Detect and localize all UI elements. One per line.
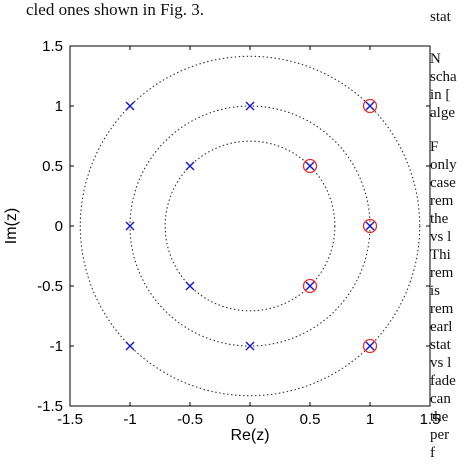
y-axis-label: Im(z) xyxy=(3,208,20,244)
x-tick-label: -1 xyxy=(123,411,136,428)
reference-circle xyxy=(129,105,371,347)
right-column-line: N xyxy=(430,51,441,67)
x-axis-label: Re(z) xyxy=(230,427,269,444)
reference-circle xyxy=(79,55,421,397)
cross-marker xyxy=(185,281,195,291)
y-tick-label: -0.5 xyxy=(37,278,63,295)
right-column-line: earl xyxy=(430,319,453,335)
cross-marker xyxy=(185,161,195,171)
circle-marker xyxy=(302,158,318,174)
axes xyxy=(69,45,431,407)
cross-marker xyxy=(125,101,135,111)
x-tick-label: 0 xyxy=(246,411,254,428)
right-column-line: is xyxy=(430,283,441,299)
right-column-line: rem xyxy=(430,193,454,209)
x-tick-label: -0.5 xyxy=(177,411,203,428)
cross-marker xyxy=(365,101,375,111)
y-tick-label: -1 xyxy=(50,338,63,355)
y-tick-label: -1.5 xyxy=(37,398,63,415)
cross-marker xyxy=(245,341,255,351)
cross-marker xyxy=(305,161,315,171)
right-column-line: Thi xyxy=(430,247,451,263)
y-tick-label: 0 xyxy=(55,218,63,235)
cross-marker xyxy=(365,341,375,351)
cross-marker xyxy=(305,281,315,291)
x-tick-label: -1.5 xyxy=(57,411,83,428)
right-column-line: in [ xyxy=(430,87,451,103)
right-column-line: only xyxy=(430,157,457,173)
y-tick-label: 1.5 xyxy=(42,38,63,55)
right-column-line: F xyxy=(430,139,439,155)
right-column-line: f xyxy=(430,445,435,461)
caption-fragment: cled ones shown in Fig. 3. xyxy=(26,0,205,19)
right-column-line: vs l xyxy=(430,355,452,371)
right-column-line: rem xyxy=(430,265,454,281)
points xyxy=(125,98,378,354)
right-column-line: scha xyxy=(430,69,457,85)
y-tick-label: 0.5 xyxy=(42,158,63,175)
cross-marker xyxy=(365,221,375,231)
cross-marker xyxy=(125,341,135,351)
right-column-line: case xyxy=(430,175,456,191)
right-column-line: per xyxy=(430,427,450,443)
y-tick-label: 1 xyxy=(55,98,63,115)
circle-marker xyxy=(362,98,378,114)
right-column-line: rem xyxy=(430,301,454,317)
x-tick-label: 0.5 xyxy=(300,411,321,428)
right-column-line: can xyxy=(430,391,451,407)
circle-marker xyxy=(302,278,318,294)
reference-circle xyxy=(164,140,336,312)
x-tick-label: 1.5 xyxy=(420,411,441,428)
right-column-line: alge xyxy=(430,105,455,121)
x-tick-label: 1 xyxy=(366,411,374,428)
right-column-line: vs l xyxy=(430,229,452,245)
right-column-line: the xyxy=(430,211,449,227)
cross-marker xyxy=(245,101,255,111)
circle-marker xyxy=(362,218,378,234)
circle-marker xyxy=(362,338,378,354)
cross-marker xyxy=(125,221,135,231)
right-column-line: the xyxy=(430,409,449,425)
right-column-line: stat xyxy=(430,9,451,25)
right-column-line: stat xyxy=(430,337,451,353)
right-column-line: fade xyxy=(430,373,456,389)
tick-labels: -1.5 -1 -0.5 0 0.5 1 1.5 1.5 1 0.5 0 -0.5 -1 -1.5 xyxy=(37,38,440,428)
